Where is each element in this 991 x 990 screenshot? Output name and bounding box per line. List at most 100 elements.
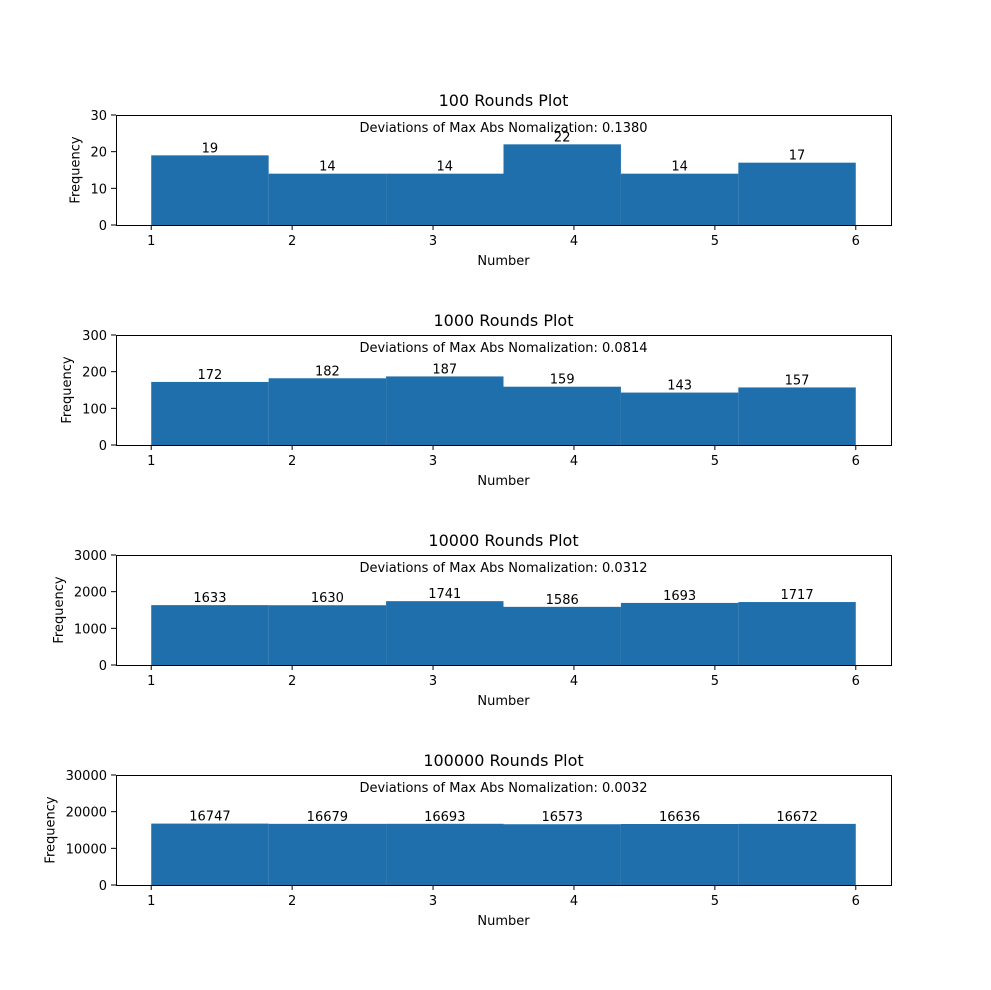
x-tick-label: 2	[288, 674, 296, 689]
x-tick-label: 4	[570, 894, 578, 909]
x-tick-label: 4	[570, 674, 578, 689]
chart-title: 10000 Rounds Plot	[428, 531, 578, 550]
x-tick-label: 1	[147, 674, 155, 689]
bar-value-label: 16747	[189, 810, 230, 825]
x-axis-label: Number	[477, 694, 530, 709]
axes-frame	[116, 115, 892, 226]
chart-title: 100 Rounds Plot	[439, 91, 569, 110]
bar-value-label: 1717	[781, 588, 814, 603]
x-axis-label: Number	[477, 254, 530, 269]
bar-value-label: 16693	[424, 810, 465, 825]
bar-value-label: 14	[671, 160, 688, 175]
x-tick-label: 3	[429, 234, 437, 249]
y-tick-label: 0	[99, 219, 107, 234]
bar-value-label: 1586	[546, 593, 579, 608]
y-tick-label: 30000	[66, 769, 107, 784]
x-tick-label: 2	[288, 894, 296, 909]
x-tick-label: 1	[147, 894, 155, 909]
bar-value-label: 1630	[311, 591, 344, 606]
y-tick-label: 0	[99, 659, 107, 674]
bar	[151, 605, 269, 665]
subplot-1: 19 14 14 22 14 17 1 2 3 4 5 6 0 10 20 30 100 Rounds Plot…	[68, 91, 892, 269]
bar	[268, 605, 387, 665]
y-axis-label: Frequency	[68, 136, 83, 203]
bar-value-label: 172	[198, 368, 223, 383]
bar	[386, 823, 504, 885]
bar	[503, 606, 621, 665]
bar-value-label: 14	[319, 160, 336, 175]
bar-value-label: 187	[432, 362, 457, 377]
y-axis-label: Frequency	[44, 796, 59, 863]
bar-value-label: 1741	[428, 587, 461, 602]
bar-value-label: 157	[785, 373, 810, 388]
bar-value-label: 17	[789, 149, 806, 164]
x-tick-label: 5	[711, 894, 719, 909]
y-tick-label: 2000	[74, 586, 107, 601]
bar	[386, 376, 504, 445]
x-tick-label: 3	[429, 674, 437, 689]
bar-value-label: 16636	[659, 810, 700, 825]
subplot-3: 1633 1630 1741 1586 1693 1717 1 2 3 4 5 6 0 1000 2000 3…	[52, 531, 892, 709]
x-tick-label: 1	[147, 454, 155, 469]
bar	[620, 824, 739, 885]
subplot-4: 16747 16679 16693 16573 16636 16672 1 2 3 4 5 6 0 100…	[44, 751, 892, 929]
x-tick-label: 6	[852, 894, 860, 909]
bar-value-label: 159	[550, 373, 575, 388]
y-tick-label: 0	[99, 439, 107, 454]
bar-value-label: 16573	[542, 810, 583, 825]
x-tick-label: 5	[711, 234, 719, 249]
bar	[503, 824, 621, 885]
x-tick-label: 1	[147, 234, 155, 249]
bar-value-label: 22	[554, 130, 571, 145]
bar	[386, 173, 504, 225]
bar	[151, 381, 269, 445]
x-tick-label: 3	[429, 894, 437, 909]
subplot-2: 172 182 187 159 143 157 1 2 3 4 5 6 0 100 200 300 1000 R…	[60, 311, 892, 489]
x-tick-label: 5	[711, 454, 719, 469]
bar	[738, 602, 856, 665]
bar	[620, 173, 739, 225]
bar	[268, 823, 387, 885]
deviation-annotation: Deviations of Max Abs Nomalization: 0.13…	[359, 121, 647, 136]
bar-value-label: 16679	[307, 810, 348, 825]
y-tick-label: 10000	[66, 842, 107, 857]
bar-value-label: 143	[667, 379, 692, 394]
chart-title: 100000 Rounds Plot	[423, 751, 583, 770]
y-tick-label: 10	[90, 182, 107, 197]
x-tick-label: 4	[570, 454, 578, 469]
bar	[151, 823, 269, 885]
bar	[503, 144, 621, 225]
y-tick-label: 100	[82, 402, 107, 417]
bar	[268, 378, 387, 445]
y-tick-label: 200	[82, 366, 107, 381]
axes-frame	[116, 555, 892, 666]
y-tick-label: 0	[99, 879, 107, 894]
deviation-annotation: Deviations of Max Abs Nomalization: 0.00…	[359, 781, 647, 796]
bar	[738, 823, 856, 885]
bar	[386, 601, 504, 665]
bar	[738, 162, 856, 225]
x-tick-label: 2	[288, 454, 296, 469]
y-axis-label: Frequency	[52, 576, 67, 643]
x-axis-label: Number	[477, 914, 530, 929]
bar	[268, 173, 387, 225]
bar	[738, 387, 856, 445]
x-tick-label: 6	[852, 454, 860, 469]
x-tick-label: 6	[852, 674, 860, 689]
y-tick-label: 3000	[74, 549, 107, 564]
bar	[620, 392, 739, 445]
deviation-annotation: Deviations of Max Abs Nomalization: 0.03…	[359, 561, 647, 576]
x-tick-label: 4	[570, 234, 578, 249]
axes-frame	[116, 335, 892, 446]
x-tick-label: 6	[852, 234, 860, 249]
chart-title: 1000 Rounds Plot	[433, 311, 573, 330]
axes-frame	[116, 775, 892, 886]
y-tick-label: 20000	[66, 806, 107, 821]
bar-value-label: 1693	[663, 589, 696, 604]
deviation-annotation: Deviations of Max Abs Nomalization: 0.08…	[359, 341, 647, 356]
x-tick-label: 2	[288, 234, 296, 249]
bar-value-label: 1633	[193, 591, 226, 606]
bar	[503, 386, 621, 445]
bar	[151, 155, 269, 225]
